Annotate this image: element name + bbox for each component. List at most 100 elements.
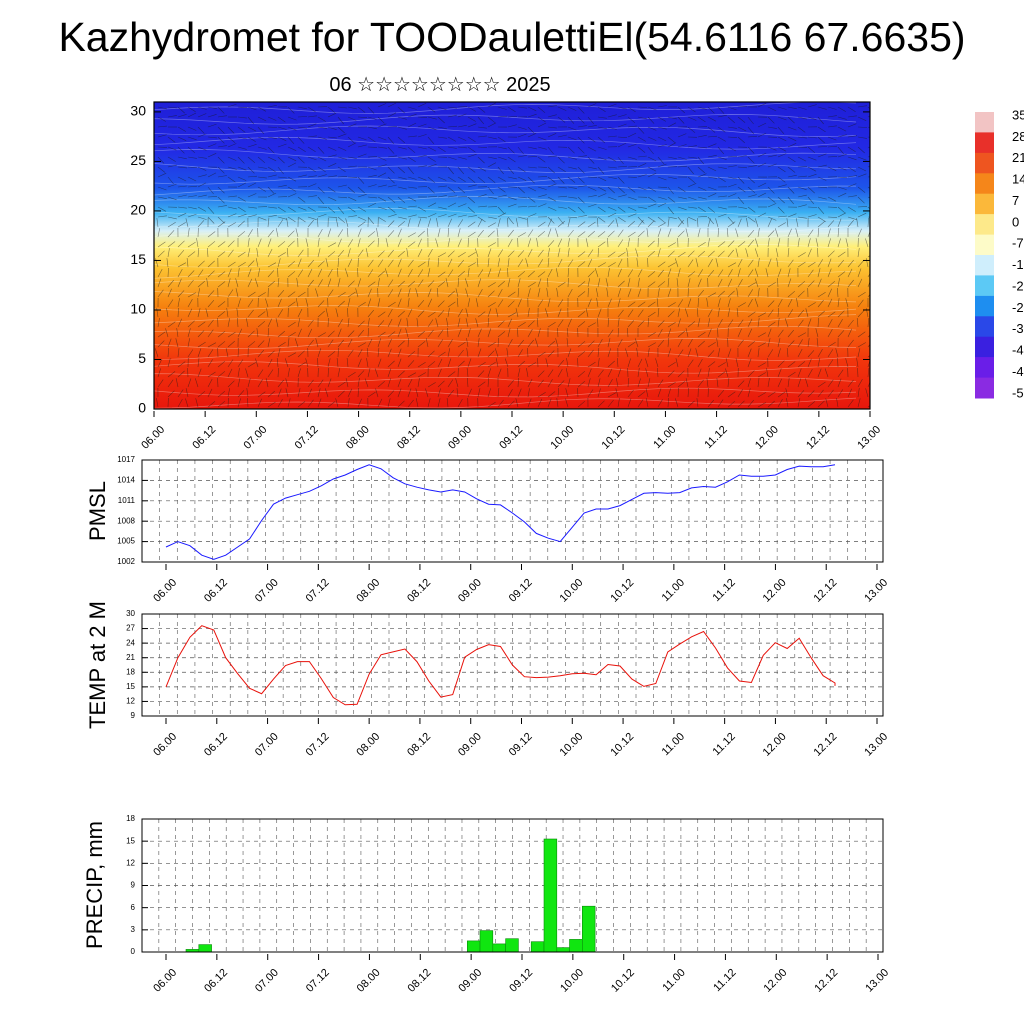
wind-barb	[407, 156, 416, 162]
wind-barb	[667, 397, 669, 408]
wind-barb	[697, 116, 706, 123]
wind-barb	[737, 279, 743, 288]
wind-barb	[737, 116, 746, 123]
wind-barb	[827, 389, 834, 398]
wind-barb	[457, 166, 465, 175]
wind-barb	[827, 216, 838, 218]
wind-barb	[737, 166, 748, 169]
wind-barb	[797, 332, 807, 338]
wind-barb	[346, 227, 349, 238]
wind-barb	[697, 134, 707, 138]
wind-barb	[397, 206, 407, 210]
wind-barb	[827, 136, 837, 141]
wind-barb	[207, 143, 217, 148]
wind-barb	[325, 388, 329, 398]
wind-barb	[427, 288, 432, 298]
wind-barb	[547, 228, 552, 238]
wind-barb	[237, 146, 247, 150]
wind-barb	[557, 380, 565, 388]
wind-barb	[547, 155, 557, 158]
wind-barb	[637, 106, 648, 108]
wind-barb	[437, 257, 439, 268]
wind-barb	[815, 238, 819, 248]
wind-barb	[257, 340, 265, 348]
wind-barb	[617, 194, 627, 198]
wind-barb	[747, 194, 757, 198]
wind-barb	[777, 184, 787, 188]
wind-barb	[787, 298, 793, 308]
wind-barb	[457, 156, 467, 160]
wind-barb	[477, 388, 481, 398]
wind-barb	[357, 278, 361, 288]
wind-barb	[527, 166, 537, 169]
wind-barb	[247, 248, 251, 258]
wind-barb	[435, 318, 439, 328]
wind-barb	[277, 298, 282, 308]
wind-barb	[247, 214, 257, 218]
wind-barb	[437, 398, 441, 408]
colorbar-label: 28	[1012, 129, 1024, 144]
heatmap-contour	[154, 397, 857, 409]
wind-barb	[777, 329, 784, 338]
precip-xtick-label: 13.00	[863, 967, 891, 995]
wind-barb	[287, 332, 296, 338]
wind-barb	[647, 342, 656, 348]
heatmap-contour	[154, 196, 857, 206]
wind-barb	[525, 258, 529, 268]
wind-barb	[157, 172, 167, 178]
colorbar-cell	[975, 295, 994, 317]
wind-barb	[797, 136, 807, 139]
wind-barb	[447, 339, 453, 348]
wind-barb	[337, 166, 346, 173]
wind-barb	[227, 331, 236, 338]
pmsl-ytick-label: 1002	[117, 557, 135, 566]
wind-barb	[287, 230, 295, 238]
wind-barb	[177, 278, 182, 288]
wind-barb	[797, 252, 806, 258]
wind-barb	[615, 388, 619, 398]
wind-barb	[457, 176, 466, 183]
wind-barb	[577, 125, 587, 128]
wind-barb	[767, 400, 775, 408]
wind-barb	[677, 381, 686, 388]
wind-barb	[857, 331, 866, 338]
wind-barb	[757, 348, 760, 358]
wind-barb	[667, 381, 676, 388]
wind-barb	[397, 358, 402, 368]
wind-barb	[716, 338, 719, 348]
wind-barb	[837, 259, 845, 268]
temp-xtick-label: 13.00	[862, 731, 890, 759]
wind-barb	[217, 145, 227, 148]
wind-barb	[347, 298, 351, 308]
wind-barb	[327, 378, 332, 388]
wind-barb	[277, 126, 287, 130]
wind-barb	[567, 186, 577, 189]
wind-barb	[387, 176, 395, 184]
wind-barb	[195, 398, 199, 408]
wind-barb	[487, 388, 491, 398]
wind-barb	[617, 268, 622, 278]
wind-barb	[517, 349, 523, 358]
wind-barb	[377, 259, 384, 268]
wind-barb	[617, 251, 626, 258]
wind-barb	[787, 309, 793, 318]
wind-barb	[837, 176, 848, 179]
wind-barb	[627, 309, 634, 318]
wind-barb	[847, 319, 854, 328]
wind-barb	[627, 341, 636, 348]
wind-barb	[827, 318, 833, 328]
wind-barb	[727, 400, 736, 408]
wind-barb	[377, 298, 381, 308]
wind-barb	[707, 238, 710, 248]
wind-barb	[197, 330, 205, 338]
wind-barb	[597, 176, 607, 182]
wind-barb	[406, 318, 409, 328]
wind-barb	[227, 195, 237, 198]
heatmap-contour	[154, 184, 857, 196]
wind-barb	[867, 115, 870, 118]
wind-barb	[287, 162, 297, 168]
wind-barb	[237, 156, 245, 164]
wind-barb	[377, 216, 386, 222]
wind-barb	[777, 368, 782, 378]
wind-barb	[347, 330, 355, 338]
